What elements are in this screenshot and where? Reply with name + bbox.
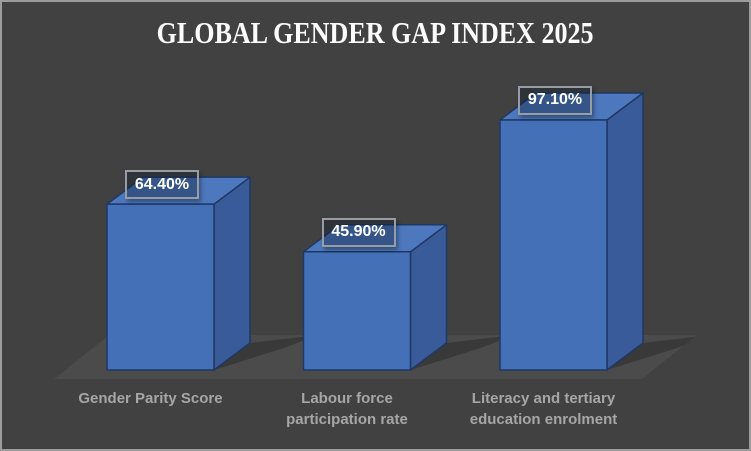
bar-front-face bbox=[499, 119, 608, 371]
chart-title-text: GLOBAL GENDER GAP INDEX 2025 bbox=[157, 15, 594, 50]
data-label: 45.90% bbox=[321, 217, 396, 247]
data-label: 97.10% bbox=[518, 85, 592, 115]
category-label: Labour force participation rate bbox=[286, 390, 408, 428]
bar-front-face bbox=[302, 251, 412, 371]
bar-front-face bbox=[106, 203, 215, 371]
bar-side-face bbox=[213, 176, 251, 371]
data-label: 64.40% bbox=[125, 170, 199, 200]
bar-shadow bbox=[214, 335, 318, 370]
chart-title: GLOBAL GENDER GAP INDEX 2025 bbox=[2, 15, 749, 51]
bar-shadow bbox=[607, 335, 697, 370]
bar-shadow bbox=[410, 335, 515, 370]
category-label: Literacy and tertiary education enrolmen… bbox=[469, 390, 618, 428]
bar-side-face bbox=[606, 92, 644, 371]
category-label: Gender Parity Score bbox=[78, 390, 223, 407]
